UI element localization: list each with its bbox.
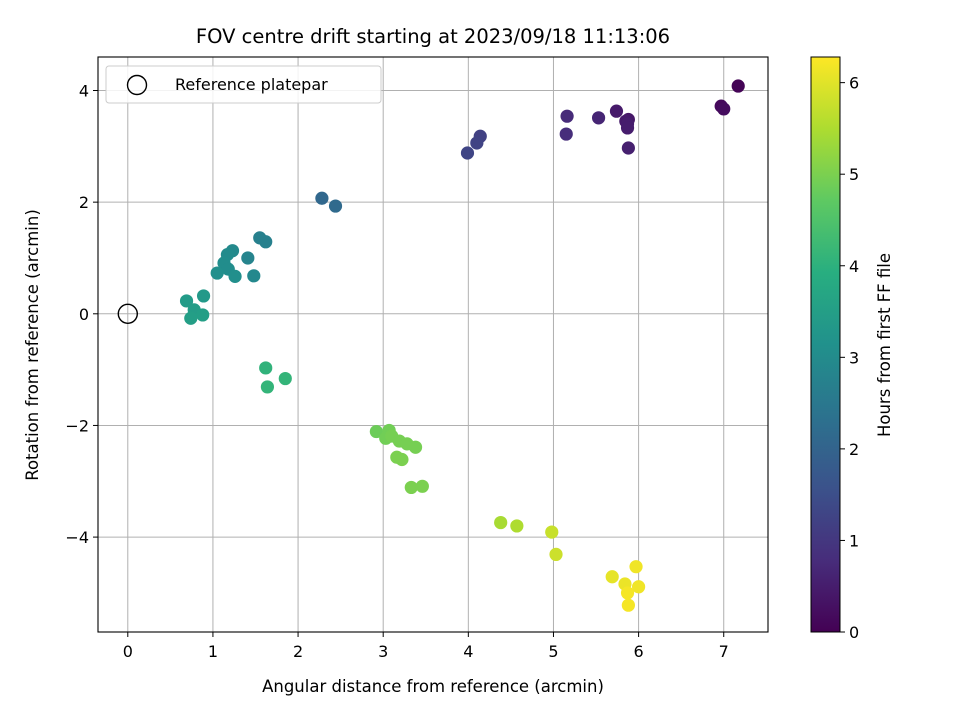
- data-point: [259, 361, 273, 375]
- data-point: [510, 519, 524, 533]
- y-ticks: −4 −2 0 2 4: [65, 81, 98, 547]
- data-point: [247, 269, 261, 283]
- x-tick-label: 4: [463, 642, 473, 661]
- data-point: [545, 525, 559, 539]
- data-point: [395, 452, 409, 467]
- reference-point: [117, 303, 138, 324]
- y-tick-label: 4: [79, 81, 89, 100]
- colorbar-tick-label: 0: [849, 623, 859, 642]
- data-point: [196, 308, 210, 322]
- y-axis-label: Rotation from reference (arcmin): [23, 209, 42, 481]
- data-point: [278, 371, 292, 386]
- y-tick-label: −4: [65, 528, 89, 547]
- x-tick-label: 2: [293, 642, 303, 661]
- data-point: [591, 111, 606, 125]
- y-tick-label: 2: [79, 193, 89, 212]
- data-point: [408, 440, 423, 454]
- data-point: [315, 191, 329, 205]
- legend-marker-icon: [126, 74, 148, 96]
- data-point: [241, 251, 255, 265]
- data-point: [621, 141, 635, 155]
- data-point: [260, 380, 275, 394]
- x-tick-label: 7: [719, 642, 729, 661]
- data-point: [184, 311, 198, 325]
- data-point: [549, 547, 563, 562]
- data-point: [559, 127, 573, 141]
- data-point: [731, 79, 745, 93]
- data-point: [629, 560, 643, 574]
- x-axis-label: Angular distance from reference (arcmin): [262, 677, 604, 696]
- colorbar-ticks: 0 1 2 3 4 5 6: [840, 74, 859, 642]
- colorbar: 0 1 2 3 4 5 6 Hours from first FF file: [810, 56, 894, 642]
- data-point: [415, 479, 429, 493]
- data-point: [631, 580, 646, 594]
- data-point: [228, 269, 242, 283]
- x-tick-label: 3: [378, 642, 388, 661]
- colorbar-tick-label: 4: [849, 257, 859, 276]
- plot-frame: [97, 56, 769, 633]
- y-tick-label: 0: [79, 305, 89, 324]
- data-point: [328, 199, 343, 213]
- colorbar-tick-label: 6: [849, 74, 859, 93]
- data-point: [609, 104, 624, 118]
- colorbar-label: Hours from first FF file: [875, 253, 894, 437]
- colorbar-gradient: [810, 56, 841, 633]
- colorbar-tick-label: 3: [849, 348, 859, 367]
- x-tick-label: 0: [123, 642, 133, 661]
- x-tick-label: 5: [548, 642, 558, 661]
- data-point: [460, 146, 475, 160]
- x-tick-label: 1: [208, 642, 218, 661]
- chart-title: FOV centre drift starting at 2023/09/18 …: [196, 25, 670, 48]
- data-point: [179, 294, 194, 308]
- x-tick-label: 6: [634, 642, 644, 661]
- colorbar-tick-label: 2: [849, 440, 859, 459]
- legend: Reference platepar: [105, 65, 382, 104]
- data-point: [620, 586, 635, 600]
- data-point: [196, 289, 211, 303]
- data-points: [179, 79, 745, 612]
- grid: [98, 57, 768, 632]
- data-point: [605, 570, 619, 584]
- data-point: [470, 136, 484, 150]
- y-tick-label: −2: [65, 416, 89, 435]
- data-point: [404, 480, 418, 495]
- x-ticks: 0 1 2 3 4 5 6 7: [123, 632, 729, 661]
- data-point: [717, 102, 731, 116]
- colorbar-tick-label: 5: [849, 165, 859, 184]
- colorbar-tick-label: 1: [849, 531, 859, 550]
- data-point: [620, 121, 635, 135]
- legend-entry-reference: Reference platepar: [175, 75, 328, 94]
- data-point: [494, 515, 508, 530]
- data-point: [369, 424, 383, 439]
- legend-box: [105, 65, 382, 104]
- data-point: [259, 235, 273, 249]
- data-point: [210, 266, 224, 280]
- data-point: [621, 598, 635, 612]
- data-point: [560, 109, 574, 123]
